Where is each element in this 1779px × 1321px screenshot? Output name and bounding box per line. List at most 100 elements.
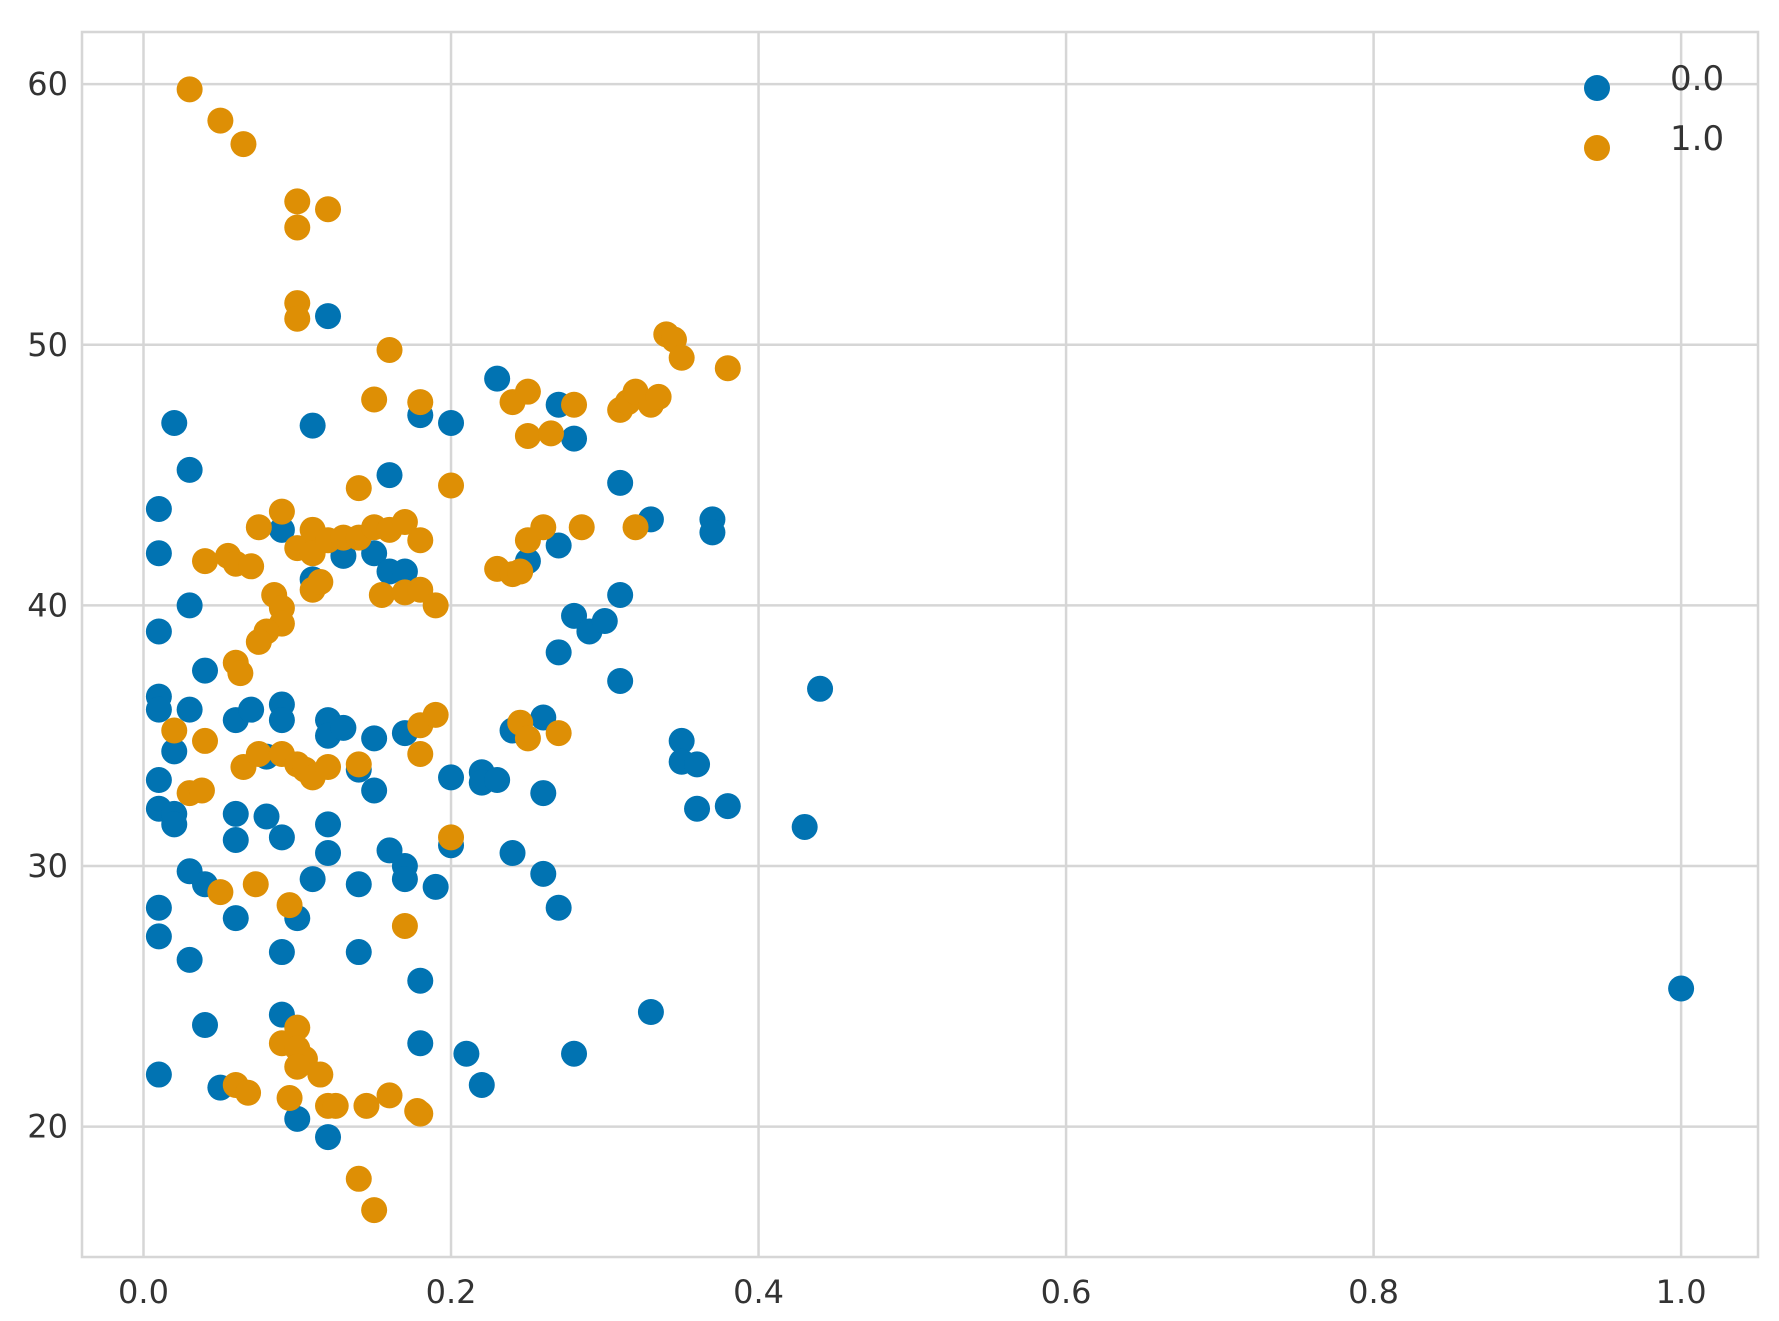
scatter-point bbox=[607, 469, 634, 496]
scatter-point bbox=[315, 754, 342, 780]
scatter-point bbox=[188, 777, 215, 804]
scatter-point bbox=[230, 131, 257, 158]
scatter-point bbox=[404, 1098, 431, 1125]
scatter-point bbox=[438, 764, 465, 791]
scatter-point bbox=[307, 568, 334, 595]
data-points bbox=[145, 76, 1695, 1224]
scatter-point bbox=[361, 777, 388, 804]
scatter-point bbox=[422, 873, 449, 900]
scatter-point bbox=[361, 1197, 388, 1224]
scatter-point bbox=[161, 717, 188, 744]
scatter-point bbox=[807, 675, 834, 702]
scatter-point bbox=[242, 871, 269, 898]
y-tick-labels: 20 30 40 50 60 bbox=[27, 65, 68, 1146]
scatter-point bbox=[514, 422, 541, 449]
scatter-point bbox=[245, 628, 272, 655]
scatter-point bbox=[235, 1079, 262, 1106]
scatter-point bbox=[484, 365, 511, 392]
scatter-point bbox=[699, 519, 726, 546]
scatter-point bbox=[545, 639, 572, 666]
scatter-point bbox=[145, 495, 172, 522]
scatter-point bbox=[391, 558, 418, 585]
scatter-point bbox=[499, 840, 526, 867]
scatter-point bbox=[514, 378, 541, 405]
scatter-point bbox=[299, 412, 326, 439]
x-tick-label: 0.2 bbox=[426, 1273, 477, 1311]
scatter-point bbox=[545, 532, 572, 559]
scatter-point bbox=[376, 1082, 403, 1109]
scatter-point bbox=[284, 305, 311, 332]
scatter-point bbox=[591, 608, 618, 635]
scatter-point bbox=[315, 840, 342, 867]
scatter-point bbox=[315, 196, 342, 223]
scatter-point bbox=[407, 527, 434, 554]
scatter-point bbox=[284, 214, 311, 241]
scatter-point bbox=[161, 811, 188, 838]
scatter-point bbox=[530, 514, 557, 541]
scatter-point bbox=[284, 188, 311, 215]
scatter-point bbox=[227, 660, 254, 687]
scatter-point bbox=[622, 514, 649, 541]
scatter-point bbox=[368, 581, 395, 608]
scatter-point bbox=[238, 553, 265, 580]
series-1-0 bbox=[161, 76, 741, 1224]
scatter-point bbox=[438, 472, 465, 499]
scatter-point bbox=[537, 420, 564, 447]
y-tick-label: 30 bbox=[27, 847, 68, 885]
scatter-point bbox=[145, 923, 172, 950]
scatter-point bbox=[684, 795, 711, 822]
scatter-point bbox=[714, 793, 741, 820]
scatter-point bbox=[145, 540, 172, 567]
scatter-point bbox=[561, 425, 588, 452]
scatter-point bbox=[307, 1061, 334, 1088]
scatter-point bbox=[268, 498, 295, 525]
scatter-point bbox=[668, 344, 695, 371]
scatter-point bbox=[791, 813, 818, 840]
scatter-point bbox=[607, 581, 634, 608]
scatter-point bbox=[422, 592, 449, 619]
scatter-point bbox=[322, 1092, 349, 1119]
x-tick-label: 0.0 bbox=[118, 1273, 169, 1311]
scatter-point bbox=[222, 905, 249, 932]
scatter-point bbox=[514, 725, 541, 752]
scatter-point bbox=[330, 714, 357, 741]
scatter-point bbox=[268, 939, 295, 966]
y-tick-label: 50 bbox=[27, 326, 68, 364]
scatter-point bbox=[637, 999, 664, 1025]
scatter-point bbox=[253, 803, 280, 830]
scatter-point bbox=[345, 751, 372, 778]
scatter-point bbox=[145, 894, 172, 921]
scatter-point bbox=[222, 800, 249, 827]
scatter-point bbox=[176, 696, 203, 723]
scatter-point bbox=[145, 1061, 172, 1088]
legend: 0.0 1.0 bbox=[1584, 59, 1724, 161]
scatter-point bbox=[561, 391, 588, 418]
scatter-point bbox=[145, 696, 172, 723]
scatter-point bbox=[268, 707, 295, 734]
scatter-point bbox=[714, 355, 741, 382]
scatter-point bbox=[484, 767, 511, 794]
scatter-point bbox=[545, 720, 572, 747]
scatter-point bbox=[268, 516, 295, 543]
gridlines bbox=[82, 32, 1758, 1257]
scatter-point bbox=[407, 740, 434, 767]
scatter-point bbox=[391, 509, 418, 535]
scatter-point bbox=[192, 1012, 219, 1039]
series-0-0 bbox=[145, 303, 1695, 1151]
scatter-point bbox=[453, 1040, 480, 1067]
scatter-point bbox=[376, 336, 403, 363]
scatter-point bbox=[161, 409, 188, 436]
y-tick-label: 60 bbox=[27, 65, 68, 103]
scatter-point bbox=[276, 1085, 303, 1112]
scatter-point bbox=[176, 946, 203, 973]
scatter-point bbox=[361, 386, 388, 413]
scatter-point bbox=[207, 879, 234, 906]
y-tick-label: 40 bbox=[27, 586, 68, 624]
legend-label: 1.0 bbox=[1670, 119, 1724, 159]
scatter-point bbox=[468, 1071, 495, 1098]
scatter-point bbox=[284, 1053, 311, 1080]
scatter-point bbox=[545, 894, 572, 921]
scatter-point bbox=[192, 548, 219, 575]
